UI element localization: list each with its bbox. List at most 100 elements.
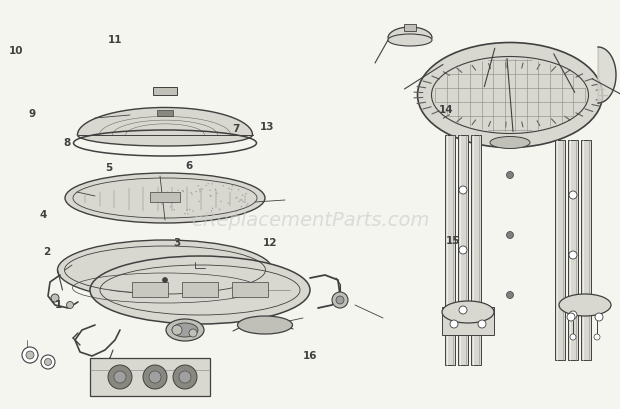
Circle shape bbox=[450, 320, 458, 328]
Circle shape bbox=[174, 208, 175, 210]
Circle shape bbox=[217, 187, 218, 188]
Bar bbox=[442, 307, 494, 335]
Circle shape bbox=[214, 203, 215, 204]
Text: 2: 2 bbox=[43, 247, 50, 256]
Circle shape bbox=[45, 359, 51, 366]
Circle shape bbox=[332, 292, 348, 308]
Circle shape bbox=[218, 211, 219, 212]
Circle shape bbox=[108, 365, 132, 389]
Circle shape bbox=[213, 203, 215, 205]
Ellipse shape bbox=[78, 124, 252, 146]
Text: eReplacementParts.com: eReplacementParts.com bbox=[191, 211, 429, 229]
Circle shape bbox=[172, 209, 173, 210]
Circle shape bbox=[210, 211, 211, 213]
Circle shape bbox=[202, 189, 204, 191]
Circle shape bbox=[22, 347, 38, 363]
Circle shape bbox=[200, 182, 202, 183]
Text: 10: 10 bbox=[9, 46, 24, 56]
Ellipse shape bbox=[90, 256, 310, 324]
Circle shape bbox=[167, 207, 169, 208]
Circle shape bbox=[189, 329, 197, 337]
Circle shape bbox=[179, 371, 191, 383]
Ellipse shape bbox=[388, 34, 432, 46]
Circle shape bbox=[41, 355, 55, 369]
Text: 9: 9 bbox=[29, 109, 36, 119]
Circle shape bbox=[507, 231, 513, 238]
Ellipse shape bbox=[417, 43, 603, 148]
Circle shape bbox=[175, 196, 176, 198]
Circle shape bbox=[66, 301, 74, 308]
Ellipse shape bbox=[166, 319, 204, 341]
Circle shape bbox=[163, 187, 164, 188]
Circle shape bbox=[239, 206, 240, 208]
Circle shape bbox=[172, 325, 182, 335]
Text: 7: 7 bbox=[232, 124, 239, 134]
Text: 5: 5 bbox=[105, 163, 112, 173]
Circle shape bbox=[162, 277, 167, 283]
Circle shape bbox=[172, 183, 173, 184]
Circle shape bbox=[478, 320, 486, 328]
Circle shape bbox=[164, 198, 166, 200]
Text: 3: 3 bbox=[173, 238, 180, 248]
Circle shape bbox=[459, 186, 467, 194]
Circle shape bbox=[211, 184, 213, 186]
Bar bbox=[445, 135, 455, 365]
Circle shape bbox=[149, 371, 161, 383]
Text: 6: 6 bbox=[185, 161, 193, 171]
Bar bbox=[232, 282, 268, 297]
Circle shape bbox=[226, 195, 227, 196]
Ellipse shape bbox=[58, 240, 273, 300]
Circle shape bbox=[218, 195, 219, 196]
Circle shape bbox=[203, 182, 205, 184]
Circle shape bbox=[205, 209, 206, 210]
Circle shape bbox=[507, 171, 513, 178]
Circle shape bbox=[459, 246, 467, 254]
Ellipse shape bbox=[442, 301, 494, 323]
Circle shape bbox=[163, 195, 164, 197]
Circle shape bbox=[229, 189, 231, 190]
Circle shape bbox=[51, 294, 59, 302]
Circle shape bbox=[570, 334, 576, 340]
Circle shape bbox=[238, 206, 240, 207]
Circle shape bbox=[197, 189, 198, 191]
Text: 12: 12 bbox=[262, 238, 277, 248]
Circle shape bbox=[201, 198, 202, 199]
Text: 13: 13 bbox=[259, 122, 274, 132]
Bar bbox=[471, 135, 481, 365]
Circle shape bbox=[459, 306, 467, 314]
Circle shape bbox=[236, 209, 237, 211]
Ellipse shape bbox=[172, 323, 198, 337]
Bar bbox=[404, 24, 416, 31]
Circle shape bbox=[206, 184, 207, 186]
Circle shape bbox=[595, 313, 603, 321]
Circle shape bbox=[594, 334, 600, 340]
Ellipse shape bbox=[65, 173, 265, 223]
Circle shape bbox=[219, 190, 221, 192]
Bar bbox=[150, 192, 180, 202]
Circle shape bbox=[507, 292, 513, 299]
Bar bbox=[153, 86, 177, 94]
Circle shape bbox=[336, 296, 344, 304]
Circle shape bbox=[229, 196, 230, 197]
Circle shape bbox=[198, 200, 199, 202]
Circle shape bbox=[162, 198, 164, 200]
Circle shape bbox=[169, 182, 171, 184]
Circle shape bbox=[226, 204, 227, 205]
Circle shape bbox=[216, 206, 218, 207]
Circle shape bbox=[567, 313, 575, 321]
Circle shape bbox=[195, 201, 197, 203]
Circle shape bbox=[143, 365, 167, 389]
Circle shape bbox=[190, 192, 192, 193]
Polygon shape bbox=[598, 47, 616, 103]
Bar bbox=[182, 282, 218, 297]
Circle shape bbox=[193, 187, 195, 189]
Circle shape bbox=[209, 185, 210, 186]
Text: 4: 4 bbox=[40, 210, 47, 220]
Ellipse shape bbox=[559, 294, 611, 316]
Text: 15: 15 bbox=[445, 236, 460, 246]
Circle shape bbox=[231, 187, 233, 188]
Polygon shape bbox=[78, 108, 252, 135]
Circle shape bbox=[208, 212, 209, 213]
Circle shape bbox=[221, 199, 222, 200]
Circle shape bbox=[219, 202, 220, 203]
